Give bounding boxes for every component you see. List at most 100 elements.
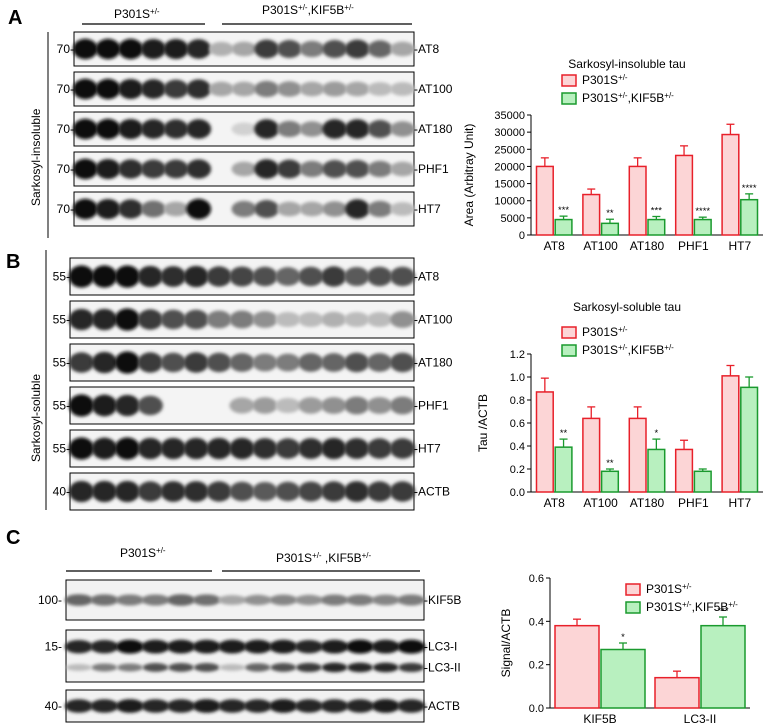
marker-label: -AT8: [414, 42, 439, 56]
bar: [582, 193, 601, 236]
blot-frame: [65, 629, 425, 683]
blot-a-ht7: 70- -HT7: [57, 191, 441, 227]
mw-label: 55-: [53, 356, 70, 370]
x-tick-label: PHF1: [678, 239, 709, 253]
blot-band: [115, 699, 144, 713]
significance-label: *: [621, 632, 625, 643]
panel-letter-a: A: [8, 7, 22, 29]
blot-band: [322, 81, 348, 97]
blot-band: [183, 352, 209, 373]
blot-band: [276, 201, 302, 217]
blot-band: [344, 199, 370, 219]
y-tick-label: 0.0: [510, 487, 525, 499]
y-tick-label: 0.4: [529, 616, 544, 628]
blots-c: 100- -KIF5B 15- -LC3-I -LC3-II 40- -ACTB: [38, 579, 461, 723]
blot-band: [269, 594, 298, 606]
blot-band: [398, 662, 425, 673]
blot-band: [275, 311, 301, 328]
blot-band: [275, 267, 301, 286]
panel-letter-b: B: [6, 251, 20, 273]
marker-label: -AT180: [414, 356, 453, 370]
blot-band: [322, 201, 348, 217]
blot-band: [344, 481, 370, 502]
marker-label: -AT8: [414, 270, 439, 284]
blot-band: [137, 437, 163, 460]
y-axis-label: Tau /ACTB: [476, 394, 490, 452]
blot-band: [390, 82, 416, 96]
y-tick-label: 5000: [501, 213, 525, 225]
blot-band: [397, 594, 426, 606]
bar: [600, 648, 646, 709]
group-header-a: P301S+/- P301S+/-,KIF5B+/-: [82, 3, 412, 25]
x-tick-label: PHF1: [678, 496, 709, 510]
blot-band: [229, 397, 255, 414]
blot-band: [366, 311, 393, 328]
blot-band: [367, 120, 393, 138]
y-tick-label: 10000: [494, 196, 525, 208]
blot-band: [91, 351, 118, 374]
blot-band: [371, 639, 400, 654]
blot-band: [346, 594, 375, 606]
blot-band: [91, 437, 118, 460]
blot-band: [186, 79, 212, 99]
bar: [554, 218, 573, 236]
side-label-a: Sarkosyl-insoluble: [29, 108, 43, 206]
blot-band: [115, 639, 144, 654]
blot-band: [389, 396, 416, 415]
significance-label: **: [606, 458, 614, 469]
blot-band: [231, 200, 257, 218]
bar: [535, 165, 554, 236]
bar: [740, 386, 759, 493]
mw-label: 70-: [57, 122, 74, 136]
blot-band: [397, 699, 426, 713]
y-tick-label: 20000: [494, 161, 525, 173]
significance-label: ****: [742, 183, 757, 194]
marker-label: -LC3-II: [424, 660, 461, 674]
blot-band: [243, 699, 272, 713]
blot-band: [206, 481, 232, 502]
blot-band: [90, 594, 119, 606]
blot-band: [344, 160, 370, 178]
blot-band: [275, 353, 301, 372]
y-tick-label: 35000: [494, 110, 525, 122]
legend-label: P301S+/-,KIF5B+/-: [646, 600, 738, 615]
blot-band: [347, 662, 373, 673]
blot-band: [68, 437, 95, 460]
blot-band: [298, 397, 324, 414]
significance-label: **: [606, 208, 614, 219]
blot-c-kif5b: 100- -KIF5B: [38, 579, 461, 621]
blot-band: [186, 119, 212, 139]
blot-band: [367, 82, 393, 96]
blot-band: [183, 481, 209, 502]
blot-band: [229, 353, 255, 372]
blot-band: [183, 265, 209, 288]
blot-band: [163, 201, 189, 217]
blot-band: [390, 202, 416, 216]
y-tick-label: 25000: [494, 144, 525, 156]
blot-band: [366, 438, 393, 459]
blot-band: [389, 481, 416, 502]
x-tick-label: KIF5B: [583, 712, 616, 726]
significance-label: ***: [717, 606, 728, 617]
blot-band: [252, 266, 278, 287]
blot-band: [275, 481, 301, 502]
blot-band: [252, 481, 278, 502]
y-axis-label: Signal/ACTB: [499, 609, 513, 678]
bar: [674, 154, 694, 236]
blot-band: [269, 699, 298, 713]
y-tick-label: 0.0: [529, 703, 544, 715]
blot-band: [68, 352, 95, 373]
blot-band: [344, 352, 370, 373]
blot-band: [389, 311, 416, 328]
blot-band: [252, 397, 278, 414]
blot-band: [321, 311, 347, 328]
blot-band: [322, 160, 348, 178]
blot-band: [321, 266, 347, 287]
y-tick-label: 15000: [494, 179, 525, 191]
blot-band: [344, 39, 370, 59]
blots-b: 55- -AT8 55- -AT100 55- -AT180 55- -PHF1 55- -HT7…: [53, 257, 453, 511]
legend-swatch: [625, 583, 641, 596]
y-tick-label: 0.8: [510, 395, 525, 407]
blot-band: [72, 38, 98, 60]
